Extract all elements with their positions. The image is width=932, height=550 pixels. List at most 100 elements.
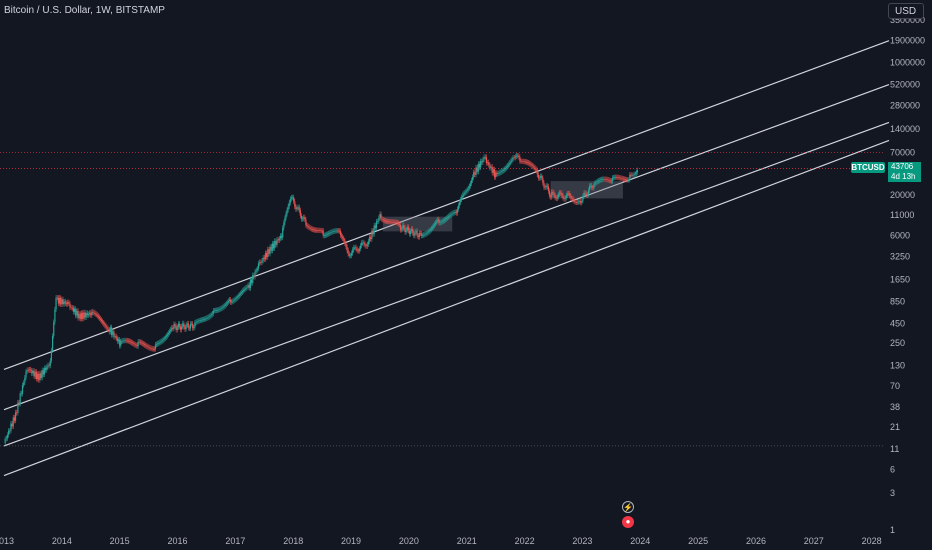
candle-body (178, 323, 181, 327)
candle-body (381, 218, 383, 220)
candle-body (334, 230, 336, 232)
bar-countdown: 4d 13h (891, 172, 916, 181)
candle-body (303, 217, 305, 219)
candle-body (24, 377, 26, 383)
candle-body (474, 172, 476, 175)
candle-body (457, 205, 460, 210)
candle-body (542, 177, 544, 183)
candle-body (285, 213, 287, 219)
candle-series (4, 153, 638, 446)
candle-body (338, 230, 341, 232)
price-axis[interactable]: 1 3 6 11 21 38 70 130 250 450 850 1650 3250 6000 11000… (890, 15, 925, 535)
candle-body (630, 174, 632, 176)
candle-body (595, 182, 597, 183)
candle-body (269, 246, 271, 254)
candle-body (232, 300, 234, 302)
candle-body (62, 299, 64, 305)
candle-body (311, 228, 313, 230)
candle-body (54, 309, 56, 323)
candle-body (207, 317, 209, 319)
candle-body (233, 300, 235, 301)
candle-body (392, 221, 394, 223)
candle-body (596, 181, 598, 183)
time-axis[interactable]: 2013 2014 2015 2016 2017 2018 2019 2020 2021 2022… (0, 536, 882, 546)
candle-body (240, 292, 243, 294)
candle-body (386, 221, 389, 222)
candle-body (263, 257, 265, 260)
candle-body (614, 177, 616, 178)
candle-body (162, 339, 164, 341)
channel-lines[interactable] (3, 40, 890, 477)
time-axis-label: 2026 (746, 536, 766, 546)
candle-body (581, 201, 583, 203)
candle-body (545, 185, 547, 188)
candle-body (375, 221, 378, 229)
candle-body (331, 231, 333, 233)
candle-body (28, 369, 31, 371)
candle-body (568, 193, 570, 195)
candle-body (569, 193, 571, 196)
lightning-event-icon[interactable]: ⚡ (622, 501, 634, 513)
candle-body (452, 213, 454, 214)
candle-body (281, 235, 283, 238)
candle-body (291, 197, 294, 198)
candle-body (592, 187, 594, 189)
candle-body (483, 156, 485, 160)
candle-body (316, 230, 318, 231)
time-axis-label: 2016 (168, 536, 188, 546)
candle-body (115, 336, 117, 339)
range-boxes[interactable] (382, 181, 623, 232)
candle-body (491, 166, 493, 173)
candle-body (48, 365, 50, 366)
candle-body (139, 341, 141, 343)
candle-body (622, 178, 624, 180)
candle-body (284, 218, 286, 223)
candle-body (40, 373, 42, 378)
candle-body (362, 242, 364, 243)
candle-body (555, 197, 557, 199)
candle-body (213, 310, 216, 312)
candle-body (145, 344, 147, 346)
currency-button[interactable]: USD (888, 3, 924, 19)
candle-body (514, 156, 516, 158)
time-axis-label: 2020 (399, 536, 419, 546)
candle-body (153, 348, 155, 350)
candle-body (144, 344, 146, 345)
candle-body (475, 167, 477, 175)
candle-body (446, 217, 449, 219)
candle-body (391, 221, 393, 223)
candle-body (122, 340, 124, 342)
candle-body (445, 218, 448, 220)
candle-body (69, 303, 71, 308)
candle-body (521, 161, 523, 162)
candle-body (61, 299, 63, 305)
candle-body (290, 197, 293, 199)
candle-body (41, 370, 43, 378)
candle-body (80, 312, 83, 319)
candle-body (270, 246, 272, 251)
candle-body (582, 196, 584, 202)
candle-body (222, 306, 224, 308)
dividend-event-icon[interactable]: ● (622, 516, 634, 528)
candle-body (138, 341, 140, 343)
candle-body (605, 179, 607, 180)
candle-body (575, 202, 577, 203)
candle-body (417, 236, 419, 238)
candle-body (402, 225, 404, 230)
candle-body (586, 194, 588, 196)
candle-body (208, 316, 210, 318)
candle-body (244, 288, 246, 290)
candle-body (47, 365, 49, 367)
candle-body (53, 322, 55, 336)
candle-body (548, 190, 551, 196)
candle-body (571, 198, 573, 200)
candle-body (565, 195, 567, 198)
candle-body (450, 214, 452, 216)
candle-body (346, 246, 348, 251)
price-axis-label: 520000 (890, 80, 920, 90)
candle-body (406, 226, 408, 231)
candle-body (126, 340, 128, 342)
candle-body (347, 250, 349, 255)
candle-body (492, 169, 494, 173)
